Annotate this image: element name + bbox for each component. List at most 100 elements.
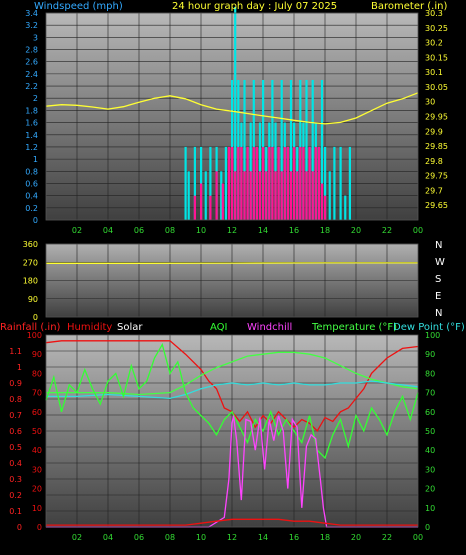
left-tick-label: 90 [28,295,38,304]
series-layer [45,6,419,528]
windspeed-axis-label: Windspeed (mph) [34,1,123,12]
compass-s: S [435,274,441,285]
solar-label: Solar [117,322,143,333]
right-tick-label: 29.85 [425,142,448,151]
compass-e: E [435,291,441,302]
wind-bar [193,146,196,220]
wind-bar [283,146,286,220]
left-tick-label: 1 [17,363,22,372]
wind-bar [249,171,252,220]
humidity-tick-label: 30 [32,465,42,474]
left-tick-label: 0.2 [25,204,38,213]
wind-bar [204,171,207,220]
humidity-tick-label: 60 [32,408,42,417]
right-tick-label: 50 [425,427,435,436]
right-tick-label: 40 [425,446,435,455]
wind-bar [280,171,283,220]
humidity-tick-label: 100 [27,331,42,340]
wind-bar [293,146,296,220]
x-tick-label: 16 [289,533,299,542]
axis-layer: 0 0.2 0.4 0.6 0.8 1 1.2 1.4 1.6 1.8 2 2.2 2.4 2.6 2.8 3… [9,9,448,542]
right-tick-label: 30 [425,465,435,474]
wind-bar [231,146,234,220]
wind-bar [277,146,280,220]
temperature-label: Temperature (°F) [311,322,397,333]
wind-bar [268,146,271,220]
wind-bar [209,146,212,220]
left-tick-label: 0.8 [25,167,38,176]
wind-bar [240,146,243,220]
series-line-dew-point [46,380,419,400]
left-tick-label: 2.8 [25,46,38,55]
left-tick-label: 0.2 [9,491,22,500]
compass-n-top: N [435,240,442,251]
right-tick-label: 29.95 [425,113,448,122]
x-tick-label: 08 [165,533,175,542]
x-tick-label: 00 [413,533,423,542]
wind-bar [234,6,237,221]
right-tick-label: 10 [425,504,435,513]
x-tick-label: 06 [134,226,144,235]
left-tick-label: 0 [17,523,22,532]
right-tick-label: 30 [425,98,435,107]
left-tick-label: 0.9 [9,379,22,388]
left-tick-label: 1.4 [25,131,38,140]
wind-bar [193,195,196,220]
left-tick-label: 3.2 [25,21,38,30]
right-tick-label: 29.8 [425,157,443,166]
left-tick-label: 2.4 [25,70,38,79]
x-tick-label: 22 [382,226,392,235]
wind-bar [209,195,212,220]
x-tick-label: 16 [289,226,299,235]
wind-bar [200,183,203,220]
x-tick-label: 00 [413,226,423,235]
x-tick-label: 04 [103,533,113,542]
wind-bar [187,171,190,220]
compass-w: W [435,257,445,268]
left-tick-label: 0.8 [9,395,22,404]
wind-bar [339,146,342,220]
left-tick-label: 3 [33,33,38,42]
wind-bar [258,171,262,220]
wind-bar [333,146,336,220]
aqi-label: AQI [210,322,228,333]
wind-bar [296,171,299,220]
wind-bar [328,171,331,220]
wind-bar [224,146,227,220]
wind-bar [344,195,347,220]
wind-bar [243,171,246,220]
wind-bar [184,146,187,220]
right-tick-label: 20 [425,485,435,494]
wind-bar [280,79,283,221]
panel-frame [45,334,419,528]
right-tick-label: 0 [425,523,430,532]
wind-bar [286,146,289,220]
wind-bar [311,79,314,221]
windchill-label: Windchill [247,322,292,333]
wind-bar [348,146,351,220]
left-tick-label: 1.8 [25,106,38,115]
wind-bar [302,146,305,220]
right-tick-label: 70 [425,389,435,398]
wind-bar [308,146,311,220]
left-tick-label: 1.2 [25,143,38,152]
wind-bar [289,79,293,221]
right-tick-label: 30.25 [425,24,448,33]
x-tick-label: 22 [382,533,392,542]
wind-bar [289,171,293,220]
left-tick-label: 0.6 [25,179,38,188]
wind-bar [255,146,258,220]
x-tick-label: 02 [72,226,82,235]
panel-frame [45,243,419,318]
wind-bar [262,146,265,220]
right-tick-label: 29.65 [425,201,448,210]
humidity-tick-label: 70 [32,389,42,398]
left-tick-label: 360 [23,240,38,249]
chart-title: 24 hour graph day : July 07 2025 [172,1,337,12]
wind-bar [243,79,246,221]
wind-bar [299,146,302,220]
wind-bar [271,146,274,220]
left-tick-label: 2 [33,94,38,103]
left-tick-label: 0.4 [25,192,38,201]
